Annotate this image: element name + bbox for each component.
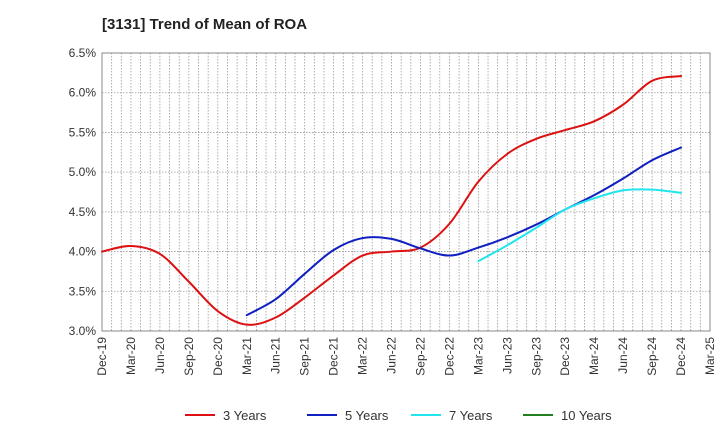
plot-area-border	[101, 52, 711, 332]
series-line-5-years	[245, 146, 683, 317]
x-tick-label: Mar-23	[471, 337, 485, 375]
series-line-3-years	[101, 75, 683, 326]
x-tick-label: Jun-21	[269, 337, 283, 374]
x-tick-label: Jun-23	[500, 337, 514, 374]
x-tick-label: Dec-20	[211, 337, 225, 376]
legend-label-10-years: 10 Years	[561, 408, 612, 423]
x-tick-label: Dec-21	[327, 337, 341, 376]
legend-label-5-years: 5 Years	[345, 408, 389, 423]
legend-label-3-years: 3 Years	[223, 408, 267, 423]
series-lines	[101, 75, 683, 326]
x-tick-label: Dec-19	[95, 337, 109, 376]
y-tick-label: 4.0%	[69, 245, 97, 259]
x-tick-label: Sep-21	[298, 337, 312, 376]
y-tick-label: 4.5%	[69, 205, 97, 219]
legend: 3 Years 5 Years 7 Years 10 Years	[185, 408, 612, 423]
x-tick-label: Mar-24	[587, 337, 601, 375]
x-tick-label: Mar-21	[240, 337, 254, 375]
y-tick-label: 6.0%	[69, 86, 97, 100]
x-tick-label: Jun-22	[385, 337, 399, 374]
y-tick-label: 5.5%	[69, 125, 97, 139]
x-tick-label: Mar-20	[124, 337, 138, 375]
y-tick-label: 3.5%	[69, 284, 97, 298]
y-tick-label: 6.5%	[69, 46, 97, 60]
x-tick-label: Mar-22	[356, 337, 370, 375]
x-tick-label: Mar-25	[703, 337, 717, 375]
axes: 3.0% 3.5% 4.0% 4.5% 5.0% 5.5% 6.0% 6.5% Dec-19 Ma…	[69, 46, 717, 376]
chart-title: [3131] Trend of Mean of ROA	[102, 16, 307, 33]
x-tick-label: Jun-24	[616, 337, 630, 374]
x-tick-label: Sep-23	[529, 337, 543, 376]
legend-label-7-years: 7 Years	[449, 408, 493, 423]
x-tick-label: Dec-22	[442, 337, 456, 376]
x-tick-label: Sep-22	[413, 337, 427, 376]
x-tick-label: Jun-20	[153, 337, 167, 374]
series-line-7-years	[477, 188, 683, 263]
x-tick-label: Sep-20	[182, 337, 196, 376]
y-tick-label: 3.0%	[69, 324, 97, 338]
x-tick-label: Sep-24	[645, 337, 659, 376]
x-tick-label: Dec-24	[674, 337, 688, 376]
y-tick-label: 5.0%	[69, 165, 97, 179]
x-tick-label: Dec-23	[558, 337, 572, 376]
